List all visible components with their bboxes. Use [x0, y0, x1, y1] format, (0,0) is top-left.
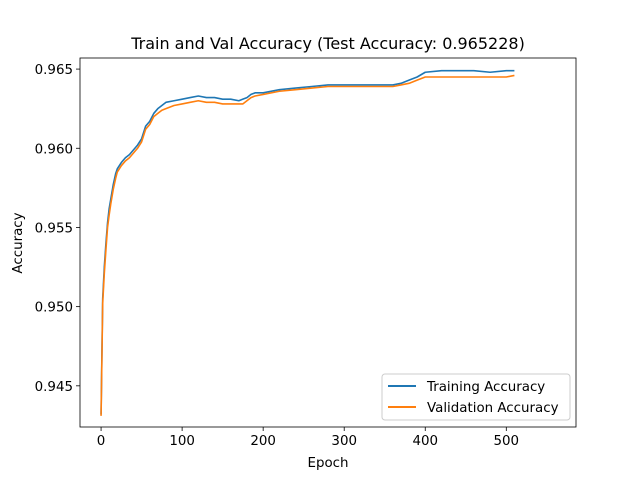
y-axis: 0.945 0.950 0.955 0.960 0.965 — [35, 63, 80, 395]
x-tick-label: 100 — [169, 434, 195, 449]
y-tick-label: 0.955 — [35, 221, 73, 236]
chart-title: Train and Val Accuracy (Test Accuracy: 0… — [130, 34, 525, 53]
x-tick-label: 300 — [331, 434, 357, 449]
x-tick-label: 0 — [97, 434, 106, 449]
y-tick-label: 0.965 — [35, 63, 73, 78]
x-tick-label: 400 — [412, 434, 438, 449]
legend-label-training: Training Accuracy — [426, 380, 545, 395]
legend-box — [381, 373, 571, 421]
series-line-validation-accuracy — [100, 74, 515, 416]
legend-label-validation: Validation Accuracy — [427, 401, 559, 416]
x-tick-label: 500 — [494, 434, 520, 449]
y-axis-label: Accuracy — [11, 212, 26, 273]
plot-area — [80, 58, 576, 427]
series-layer — [100, 69, 515, 416]
legend: Training Accuracy Validation Accuracy — [381, 373, 571, 421]
y-tick-label: 0.945 — [35, 380, 73, 395]
y-tick-label: 0.960 — [35, 142, 73, 157]
x-axis: 0 100 200 300 400 500 — [97, 427, 519, 449]
y-tick-label: 0.950 — [35, 301, 73, 316]
x-axis-label: Epoch — [307, 456, 348, 471]
x-tick-label: 200 — [250, 434, 276, 449]
plot-frame — [79, 57, 577, 428]
series-line-training-accuracy — [100, 69, 515, 415]
